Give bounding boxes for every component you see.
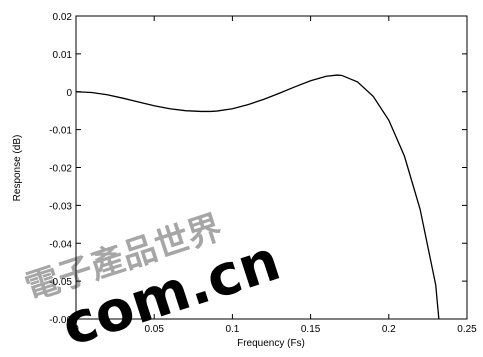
y-tick-label: -0.01	[49, 126, 72, 137]
y-tick-label: 0.02	[53, 12, 73, 23]
y-tick-label: 0	[66, 88, 72, 99]
x-axis-label: Frequency (Fs)	[237, 338, 305, 349]
y-tick-label: -0.03	[49, 201, 72, 212]
y-tick-label: -0.02	[49, 164, 72, 175]
x-tick-label: 0.2	[382, 324, 396, 335]
tick-labels: 0 0.05 0.1 0.15 0.2 0.25 0.02 0.01 0 -0.01 -0.02 -0…	[49, 12, 477, 335]
y-tick-label: -0.06	[49, 315, 72, 326]
x-tick-label: 0	[73, 324, 79, 335]
axis-ticks	[75, 15, 468, 320]
y-axis-label: Response (dB)	[12, 135, 23, 202]
y-tick-label: -0.04	[49, 239, 72, 250]
x-tick-label: 0.05	[144, 324, 164, 335]
y-tick-label: 0.01	[53, 50, 73, 61]
y-tick-label: -0.05	[49, 277, 72, 288]
x-tick-label: 0.25	[457, 324, 477, 335]
x-tick-label: 0.15	[301, 324, 321, 335]
series-line-response	[75, 74, 440, 320]
x-tick-label: 0.1	[225, 324, 239, 335]
